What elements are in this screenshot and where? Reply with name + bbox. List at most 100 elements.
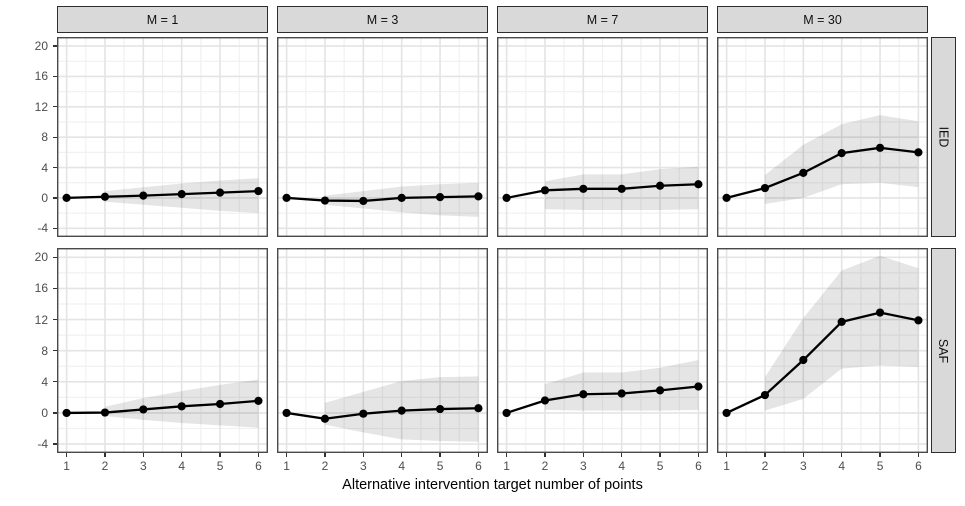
facet-col-label: M = 1 <box>146 12 179 27</box>
panel-border <box>717 37 928 237</box>
data-points <box>62 396 263 418</box>
trend-line <box>726 311 919 414</box>
data-points <box>502 180 703 203</box>
data-point <box>502 193 511 203</box>
x-tick-mark <box>659 453 661 457</box>
x-tick-mark <box>582 453 584 457</box>
data-point <box>837 317 846 327</box>
y-tick-mark <box>53 45 57 47</box>
panel-saf-m-1 <box>57 248 268 453</box>
x-tick-label: 6 <box>695 459 702 473</box>
facet-col-strip-m1: M = 1 <box>57 6 268 33</box>
x-tick-mark <box>697 453 700 457</box>
data-points <box>282 404 483 423</box>
data-point <box>722 193 731 203</box>
facet-col-strip-m30: M = 30 <box>717 6 928 33</box>
facet-col-label: M = 30 <box>803 12 842 27</box>
x-tick-mark <box>621 453 623 457</box>
y-tick-mark <box>53 136 57 138</box>
data-point <box>282 193 291 203</box>
x-tick-label: 1 <box>503 459 510 473</box>
data-points <box>62 186 263 203</box>
data-point <box>579 184 588 193</box>
x-tick-label: 1 <box>63 459 70 473</box>
data-point <box>617 184 626 193</box>
facet-row-strip-ied: IED <box>931 37 956 237</box>
trend-line <box>66 189 259 200</box>
y-tick-label: 0 <box>41 405 48 420</box>
facet-row-label: IED <box>936 126 951 148</box>
y-tick-mark <box>53 318 57 321</box>
data-points <box>282 192 483 206</box>
panel-border <box>57 248 268 453</box>
x-tick-mark <box>324 453 326 457</box>
x-tick-mark <box>505 453 508 457</box>
x-tick-mark <box>104 453 106 457</box>
y-tick-label: 16 <box>34 69 48 84</box>
x-axis-title: Alternative intervention target number o… <box>342 477 643 493</box>
x-tick-mark <box>65 453 68 457</box>
data-point <box>875 143 885 152</box>
y-tick-mark <box>53 166 57 169</box>
panel-saf-m-30 <box>717 248 928 453</box>
y-tick-label: 12 <box>34 312 48 327</box>
x-tick-mark <box>764 453 766 457</box>
data-point <box>254 186 263 196</box>
data-point <box>62 193 71 203</box>
data-points <box>722 308 923 418</box>
y-tick-label: 20 <box>34 39 48 54</box>
x-tick-mark <box>544 453 546 457</box>
x-tick-label: 5 <box>436 459 444 473</box>
x-tick-label: 4 <box>178 459 186 473</box>
data-point <box>359 196 368 206</box>
data-point <box>474 192 483 201</box>
grid-lines <box>717 37 928 237</box>
grid-lines <box>277 248 488 453</box>
x-tick-label: 3 <box>139 459 147 473</box>
data-point <box>435 193 445 202</box>
data-point <box>320 414 330 423</box>
x-tick-mark <box>219 453 221 457</box>
panel-border <box>277 248 488 453</box>
data-point <box>397 193 406 203</box>
trend-line <box>506 183 699 200</box>
x-tick-mark <box>917 453 920 457</box>
grid-lines <box>497 37 708 237</box>
y-tick-mark <box>53 381 57 383</box>
data-point <box>914 316 923 325</box>
x-tick-label: 4 <box>618 459 626 473</box>
y-tick-label: 4 <box>41 160 48 175</box>
x-tick-label: 5 <box>216 459 224 473</box>
grid-lines <box>497 248 708 453</box>
x-tick-mark <box>142 453 144 457</box>
y-tick-mark <box>53 256 57 258</box>
data-points <box>722 143 923 203</box>
y-tick-mark <box>53 287 57 290</box>
x-tick-label: 3 <box>799 459 807 473</box>
data-point <box>177 190 186 199</box>
data-point <box>617 389 626 398</box>
x-tick-mark <box>401 453 403 457</box>
y-tick-label: 8 <box>41 130 48 145</box>
y-tick-mark <box>53 106 57 108</box>
y-tick-label: 20 <box>34 250 48 265</box>
y-tick-mark <box>53 443 57 445</box>
data-point <box>62 408 71 418</box>
panel-saf-m-3 <box>277 248 488 453</box>
data-point <box>139 405 148 414</box>
y-tick-mark <box>53 197 57 199</box>
data-point <box>435 404 445 414</box>
y-tick-label: 0 <box>41 190 48 205</box>
x-tick-label: 5 <box>876 459 884 473</box>
facet-col-strip-m7: M = 7 <box>497 6 708 33</box>
y-tick-label: -4 <box>37 221 48 236</box>
data-point <box>177 402 186 411</box>
x-tick-label: 2 <box>541 459 549 473</box>
y-tick-mark <box>53 75 57 78</box>
y-tick-label: -4 <box>37 437 48 452</box>
y-tick-label: 4 <box>41 374 48 389</box>
grid-lines <box>57 37 268 237</box>
data-point <box>655 181 665 190</box>
data-point <box>282 408 291 418</box>
